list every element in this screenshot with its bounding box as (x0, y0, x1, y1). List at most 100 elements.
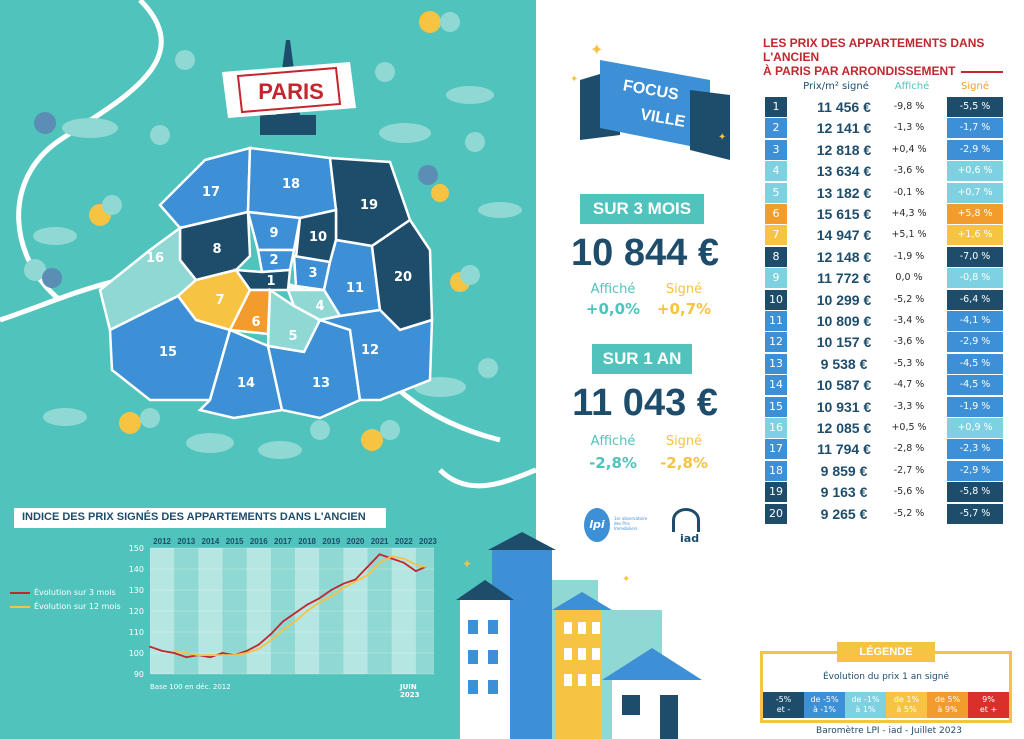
label-11: 11 (346, 281, 364, 296)
data-point (414, 563, 417, 566)
chart-title: INDICE DES PRIX SIGNÉS DES APPARTEMENTS … (14, 508, 386, 528)
chart-footnote: Base 100 en déc. 2012 (150, 683, 231, 691)
iad-logo: iad (668, 508, 714, 548)
affiche-cell: -3,6 % (893, 165, 925, 177)
table-row: 4 13 634 € -3,6 % +0,6 % (763, 161, 1003, 182)
price-cell: 11 794 € (817, 441, 871, 458)
data-point (354, 578, 357, 581)
price-index-chart: INDICE DES PRIX SIGNÉS DES APPARTEMENTS … (4, 500, 438, 739)
table-row: 10 10 299 € -5,2 % -6,4 % (763, 289, 1003, 311)
col-prix: Prix/m² signé (803, 81, 869, 92)
signe-cell: -4,1 % (947, 311, 1003, 331)
affiche-cell: +4,3 % (891, 208, 927, 219)
signe-cell: +0,9 % (947, 418, 1003, 438)
price-cell: 9 163 € (820, 484, 868, 501)
data-point (342, 587, 345, 589)
affiche-cell: -2,7 % (893, 464, 925, 476)
affiche-cell: -4,7 % (893, 379, 925, 391)
legend-cell: de 1% à 5% (886, 692, 927, 718)
signe-cell: -2,9 % (947, 332, 1003, 353)
arrondissement-number: 6 (765, 204, 787, 224)
data-point (185, 656, 188, 659)
x-tick-label: 2021 (371, 537, 389, 546)
focus-ville-banner: FOCUS VILLE ✦ ✦ ✦ (570, 40, 730, 160)
label-2: 2 (269, 253, 278, 268)
data-point (245, 650, 248, 652)
legend-cell: -5% et - (763, 692, 804, 718)
affiche-cell: -5,2 % (893, 507, 925, 519)
value-signe-3m: +0,7% (656, 300, 712, 318)
data-point (390, 557, 393, 560)
data-point (173, 650, 176, 652)
arrondissement-number: 7 (765, 225, 787, 246)
affiche-cell: -2,8 % (893, 443, 925, 455)
label-13: 13 (312, 376, 330, 391)
value-affiche-1a: -2,8% (589, 454, 637, 472)
label-1: 1 (266, 274, 275, 289)
arrondissement-shapes (98, 146, 434, 420)
y-tick-label: 150 (129, 544, 144, 553)
data-point (149, 645, 151, 648)
signe-cell: -5,7 % (947, 503, 1003, 524)
data-point (414, 570, 417, 572)
label-16: 16 (146, 251, 164, 266)
arrondissement-number: 10 (765, 289, 787, 310)
label-9: 9 (269, 226, 278, 241)
label-14: 14 (237, 376, 255, 391)
arrondissement-number: 13 (765, 353, 787, 374)
table-row: 9 11 772 € 0,0 % -0,8 % (763, 268, 1003, 289)
data-point (342, 582, 345, 585)
table-row: 18 9 859 € -2,7 % -2,9 % (763, 460, 1003, 482)
table-row: 5 13 182 € -0,1 % +0,7 % (763, 182, 1003, 204)
y-tick-label: 130 (129, 586, 144, 595)
legend-cell: de -5% à -1% (804, 692, 845, 718)
arrondissement-number: 4 (765, 161, 787, 182)
sparkle-icon: ✦ (570, 74, 578, 85)
data-point (378, 561, 381, 564)
signe-cell: -6,4 % (947, 289, 1003, 310)
table-row: 8 12 148 € -1,9 % -7,0 % (763, 246, 1003, 268)
price-cell: 10 587 € (816, 377, 872, 394)
affiche-cell: -5,2 % (893, 293, 925, 305)
label-15: 15 (159, 345, 177, 360)
affiche-cell: -5,3 % (893, 357, 925, 369)
x-tick-label: 2016 (250, 537, 268, 546)
label-6: 6 (251, 315, 260, 330)
band-1-an: SUR 1 AN (592, 344, 692, 374)
affiche-cell: +0,4 % (891, 143, 927, 155)
x-tick-label: 2019 (322, 537, 340, 546)
price-cell: 14 947 € (816, 227, 872, 244)
price-cell: 11 772 € (817, 270, 871, 287)
col-affiche: Affiché (894, 81, 930, 92)
label-12: 12 (361, 343, 379, 358)
band-3-mois: SUR 3 MOIS (580, 194, 704, 224)
y-tick-label: 120 (129, 607, 144, 616)
x-tick-label: 2023 (419, 537, 437, 546)
arrondissement-number: 18 (765, 460, 787, 481)
data-point (269, 639, 272, 642)
district-labels: 1 2 3 4 5 6 7 8 9 10 11 12 13 14 15 16 1… (146, 177, 412, 391)
table-row: 20 9 265 € -5,2 % -5,7 % (763, 503, 1003, 525)
price-cell: 9 265 € (820, 505, 868, 522)
signe-cell: -2,3 % (947, 439, 1003, 460)
data-point (209, 656, 212, 659)
x-tick-label: 2022 (395, 537, 413, 546)
label-19: 19 (360, 198, 378, 213)
data-point (330, 589, 333, 591)
col-signe: Signé (961, 81, 989, 92)
footer-source: Baromètre LPI - iad - Juillet 2023 (816, 726, 962, 736)
data-point (402, 557, 405, 560)
price-cell: 13 182 € (816, 184, 872, 201)
value-3-mois: 10 844 € (571, 232, 719, 274)
x-tick-label: 2015 (226, 537, 244, 546)
y-tick-label: 110 (129, 628, 144, 637)
x-tick-label: 2018 (298, 537, 316, 546)
data-point (257, 647, 260, 650)
iad-mark-icon (672, 508, 700, 532)
data-point (330, 595, 333, 598)
data-point (233, 654, 236, 656)
data-point (245, 652, 248, 654)
signe-cell: -2,9 % (947, 139, 1003, 160)
signe-cell: -0,8 % (947, 268, 1003, 289)
data-point (424, 566, 427, 568)
